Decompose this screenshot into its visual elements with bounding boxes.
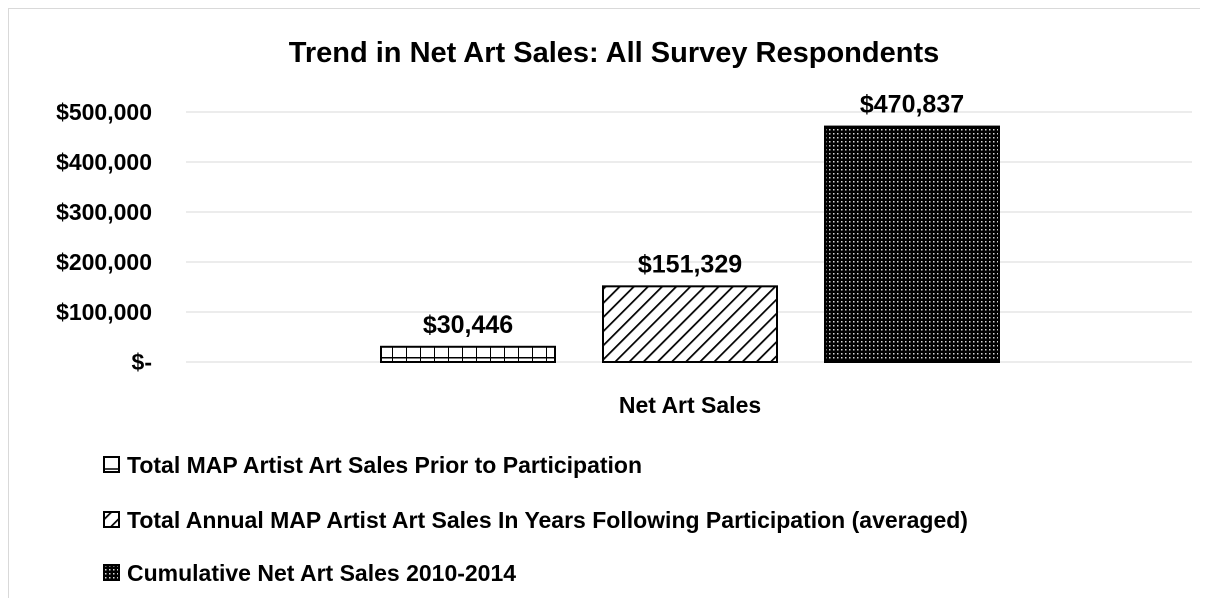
bar-cumulative-2010-2014: [824, 125, 1000, 363]
legend: Total MAP Artist Art Sales Prior to Part…: [103, 452, 968, 586]
chart-title: Trend in Net Art Sales: All Survey Respo…: [289, 37, 940, 69]
legend-label: Total MAP Artist Art Sales Prior to Part…: [127, 452, 642, 478]
chart-frame: [8, 8, 1200, 598]
legend-entry: Cumulative Net Art Sales 2010-2014: [103, 560, 516, 586]
legend-entry: Total Annual MAP Artist Art Sales In Yea…: [103, 507, 968, 533]
bar-following-participation: [602, 285, 778, 364]
legend-swatch-following: [103, 511, 120, 528]
legend-swatch-cumulative: [103, 564, 120, 581]
y-tick-label: $-: [132, 349, 152, 375]
legend-label: Total Annual MAP Artist Art Sales In Yea…: [127, 507, 968, 533]
y-tick-label: $500,000: [56, 99, 152, 125]
data-label: $470,837: [860, 91, 964, 119]
data-label: $30,446: [423, 311, 513, 339]
legend-label: Cumulative Net Art Sales 2010-2014: [127, 560, 516, 586]
y-tick-label: $100,000: [56, 299, 152, 325]
bars: [380, 125, 1000, 364]
x-axis-category-label: Net Art Sales: [619, 392, 761, 418]
data-labels: $30,446 $151,329 $470,837: [423, 91, 964, 339]
y-axis-ticks: $- $100,000 $200,000 $300,000 $400,000 $500,0…: [56, 99, 152, 375]
data-label: $151,329: [638, 250, 742, 278]
y-tick-label: $300,000: [56, 199, 152, 225]
y-tick-label: $400,000: [56, 149, 152, 175]
bar-prior-participation: [380, 345, 556, 364]
y-tick-label: $200,000: [56, 249, 152, 275]
legend-entry: Total MAP Artist Art Sales Prior to Part…: [103, 452, 642, 478]
